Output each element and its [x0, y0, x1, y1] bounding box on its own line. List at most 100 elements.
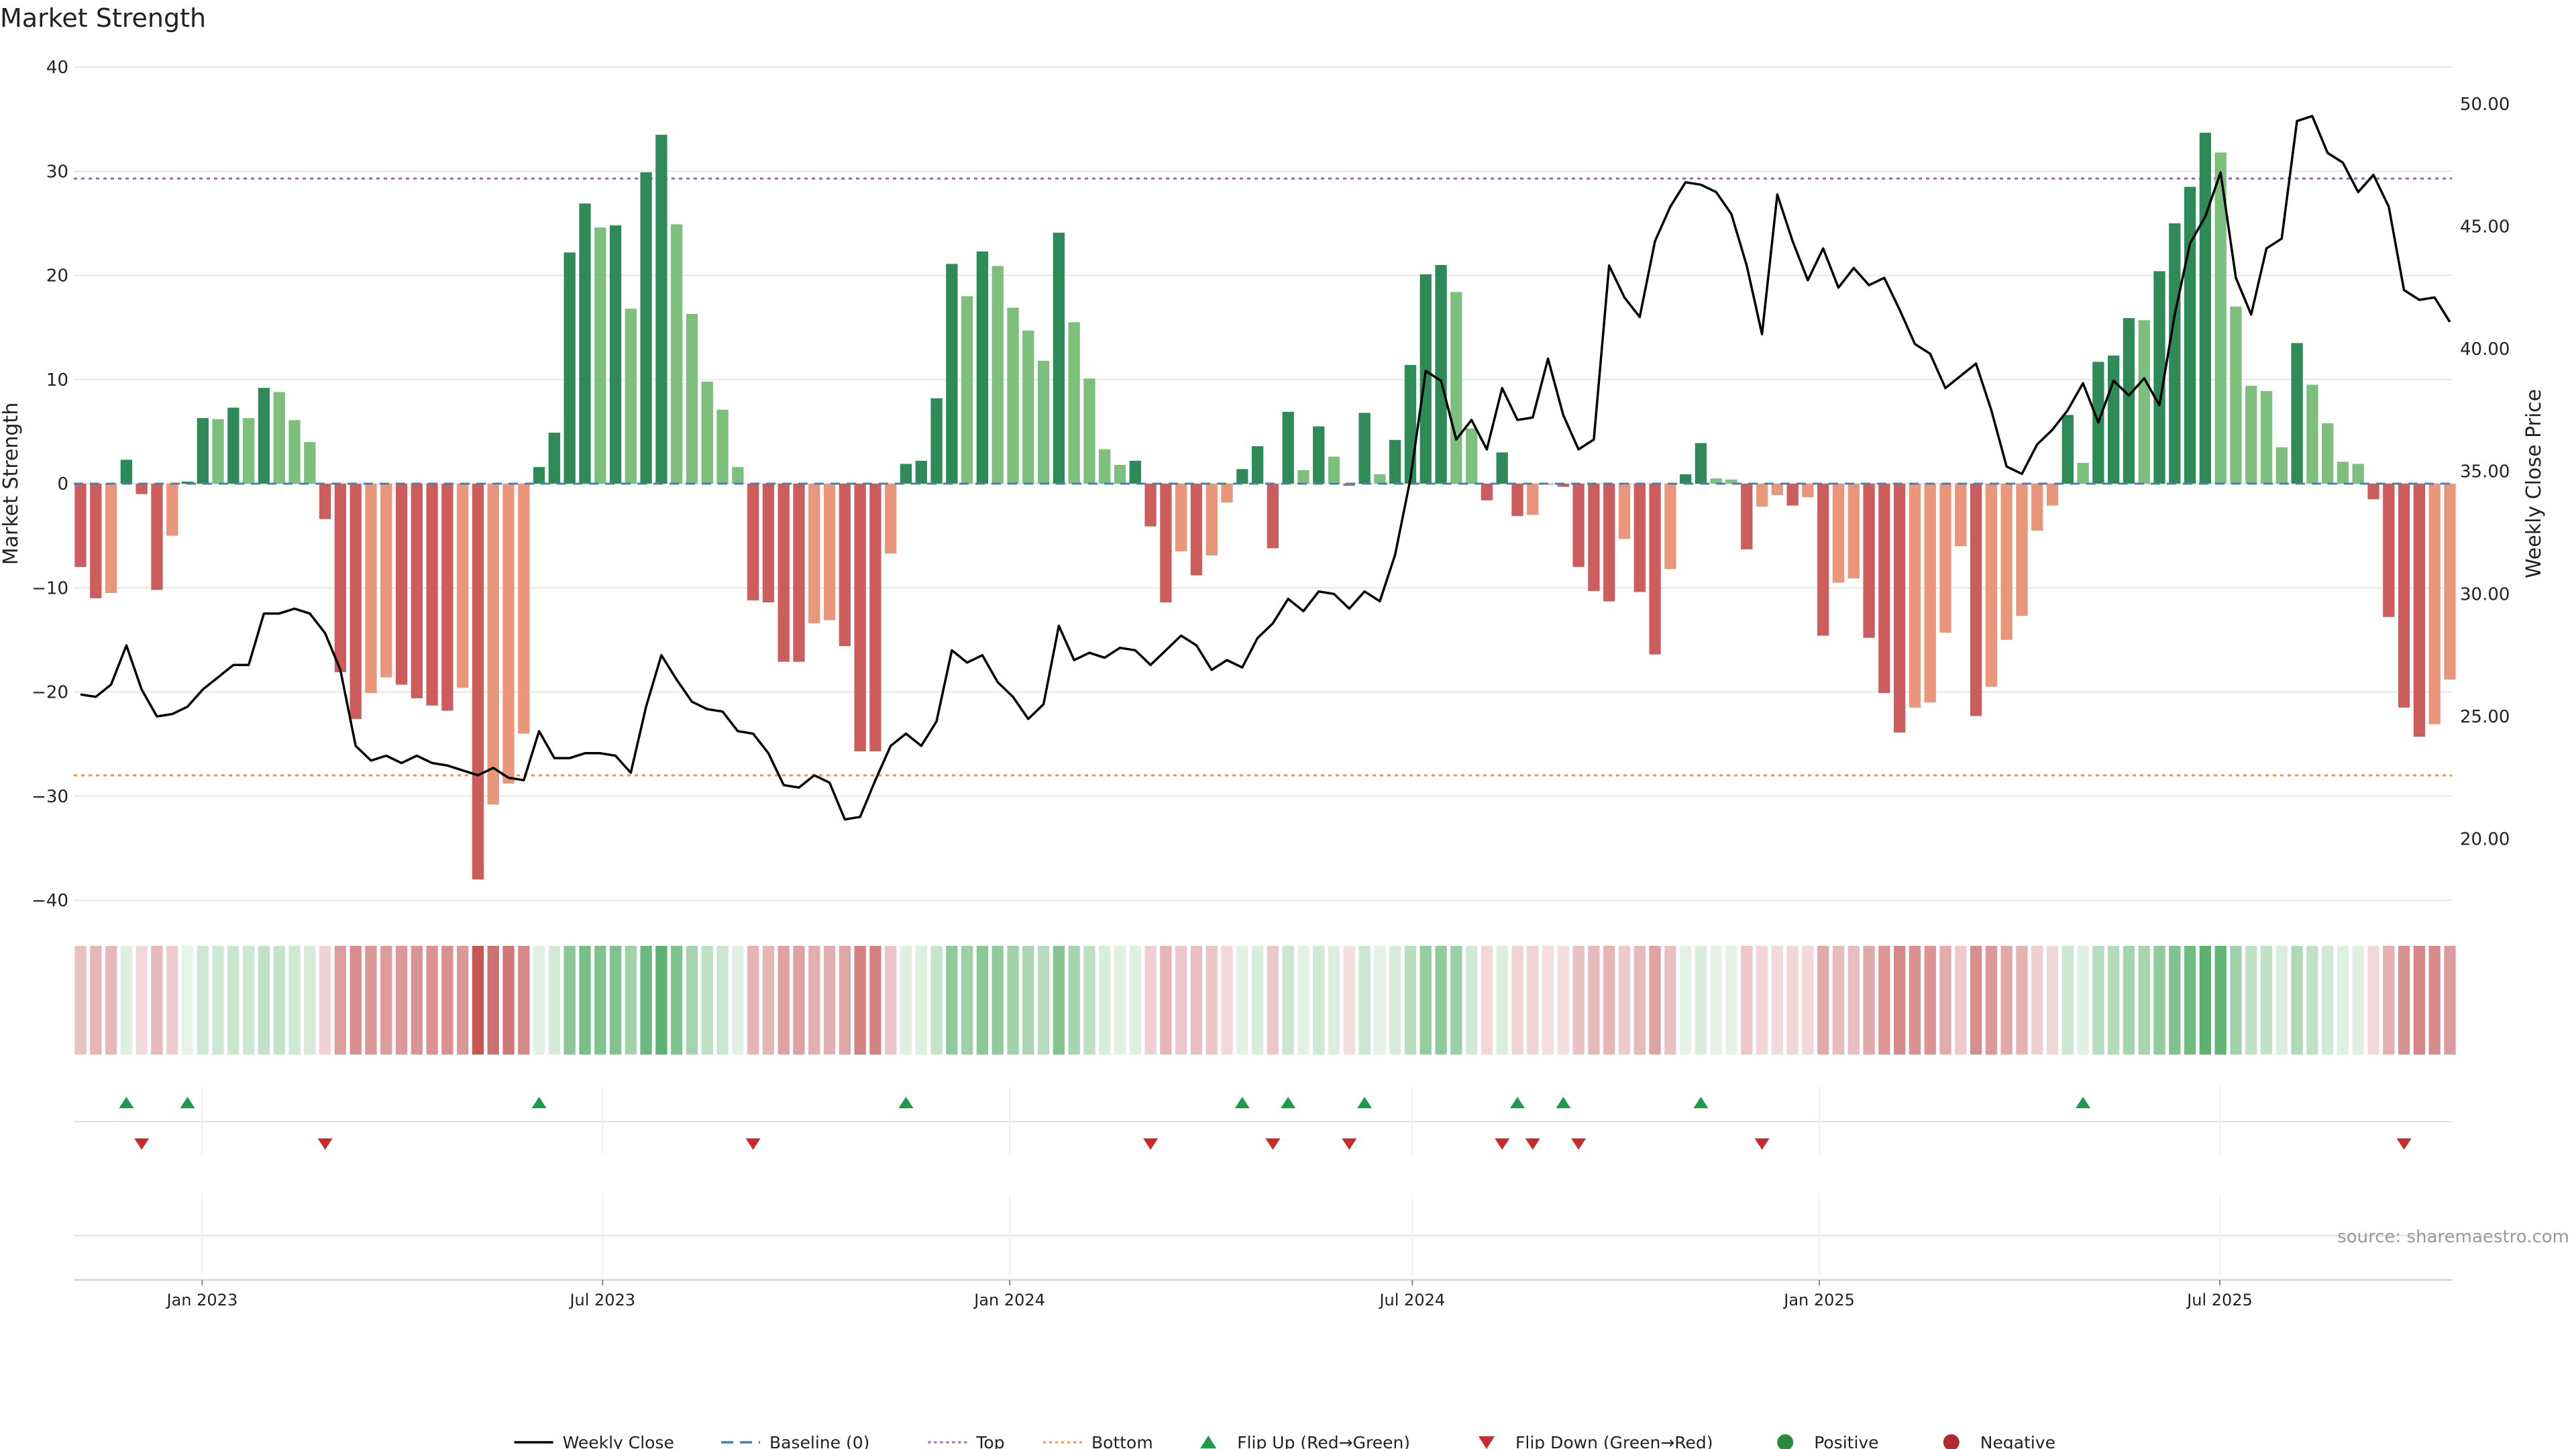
heat-cell	[1053, 946, 1065, 1055]
heat-cell	[1007, 946, 1019, 1055]
heat-cell	[1817, 946, 1829, 1055]
heat-cell	[1404, 946, 1417, 1055]
strength-bar	[1083, 378, 1095, 484]
strength-bar	[518, 484, 530, 734]
legend-triangle-up-icon	[1200, 1436, 1217, 1448]
y-tick-label: −40	[32, 891, 68, 911]
strength-bar	[1588, 484, 1600, 591]
heat-cell	[625, 946, 637, 1055]
strength-bar	[441, 484, 453, 711]
heat-cell	[2322, 946, 2334, 1055]
strength-bar	[1282, 411, 1294, 484]
strength-bar	[777, 484, 790, 662]
heat-cell	[564, 946, 576, 1055]
flip-up-marker	[2076, 1097, 2091, 1108]
strength-bar	[564, 252, 576, 484]
strength-bar	[1786, 484, 1799, 506]
heat-cell	[2367, 946, 2379, 1055]
heat-cell	[976, 946, 989, 1055]
heat-cell	[1236, 946, 1248, 1055]
strength-bar	[166, 484, 178, 536]
strength-bar	[2138, 320, 2150, 484]
strength-bar	[2046, 484, 2059, 506]
strength-bar	[197, 418, 209, 484]
heat-cell	[2138, 946, 2150, 1055]
heat-cell	[1083, 946, 1095, 1055]
heat-cell	[1939, 946, 1951, 1055]
heat-cell	[518, 946, 530, 1055]
heat-cell	[1450, 946, 1462, 1055]
heat-cell	[1572, 946, 1585, 1055]
strength-bar	[671, 224, 683, 484]
strength-bar	[2337, 462, 2349, 484]
source-note: source: sharemaestro.com	[2337, 1227, 2569, 1247]
heat-cell	[2199, 946, 2212, 1055]
heat-cell	[1832, 946, 1845, 1055]
heat-cell	[166, 946, 178, 1055]
heat-cell	[2016, 946, 2028, 1055]
heat-cell	[2230, 946, 2242, 1055]
heat-cell	[1282, 946, 1294, 1055]
heat-cell	[2077, 946, 2089, 1055]
heat-cell	[1343, 946, 1355, 1055]
strength-bar	[640, 172, 652, 484]
heat-cell	[2413, 946, 2426, 1055]
strength-bar	[885, 484, 897, 554]
strength-bar	[1878, 484, 1890, 694]
heat-cell	[441, 946, 453, 1055]
strength-bar	[426, 484, 438, 706]
strength-bar	[2291, 343, 2303, 484]
heat-cell	[151, 946, 163, 1055]
x-axis: Jan 2023 Jul 2023 Jan 2024 Jul 2024 Jan 2025…	[74, 1279, 2452, 1309]
x-tick-label: Jul 2025	[2186, 1291, 2253, 1309]
flip-down-marker	[1143, 1138, 1159, 1150]
heat-cell	[1129, 946, 1141, 1055]
heat-cell	[2169, 946, 2181, 1055]
heat-cell	[640, 946, 652, 1055]
y-tick-label: 40	[46, 58, 68, 78]
strength-bar	[1358, 413, 1371, 484]
strength-bar	[1909, 484, 1921, 708]
heat-cell	[1756, 946, 1768, 1055]
heat-cell	[1144, 946, 1157, 1055]
strength-bar	[1511, 484, 1523, 517]
heat-cell	[457, 946, 469, 1055]
strength-bar	[1572, 484, 1585, 568]
heat-cell	[1068, 946, 1080, 1055]
heat-cell	[2337, 946, 2349, 1055]
heat-cell	[273, 946, 285, 1055]
strength-bar	[2322, 423, 2334, 484]
heat-cell	[105, 946, 117, 1055]
legend-item: Negative	[1943, 1433, 2055, 1449]
strength-bar	[1099, 449, 1111, 484]
heat-cell	[686, 946, 698, 1055]
heat-cell	[350, 946, 362, 1055]
heat-cell	[762, 946, 775, 1055]
heat-cell	[319, 946, 331, 1055]
heat-cell	[1527, 946, 1539, 1055]
strength-bar	[548, 432, 561, 484]
heat-cell	[1374, 946, 1386, 1055]
heat-cell	[365, 946, 377, 1055]
flip-down-marker	[134, 1138, 150, 1150]
legend-label: Top	[975, 1433, 1004, 1449]
legend-item: Top	[928, 1433, 1005, 1449]
strength-bar	[2077, 462, 2089, 484]
heat-cell	[869, 946, 881, 1055]
heat-cell	[1389, 946, 1401, 1055]
heat-cell	[1618, 946, 1631, 1055]
x-tick-label: Jan 2024	[973, 1291, 1045, 1309]
strength-bar	[1190, 484, 1203, 576]
strength-bar	[2108, 356, 2120, 484]
strength-bar	[1022, 330, 1034, 484]
legend-label: Weekly Close	[563, 1433, 674, 1449]
heat-cell	[1786, 946, 1799, 1055]
heat-cell	[2275, 946, 2288, 1055]
strength-bar	[1465, 428, 1478, 484]
strength-bar	[1664, 484, 1676, 570]
flip-up-marker	[1693, 1097, 1709, 1108]
heat-cell	[991, 946, 1004, 1055]
strength-bar	[273, 392, 285, 484]
flip-down-marker	[745, 1138, 761, 1150]
